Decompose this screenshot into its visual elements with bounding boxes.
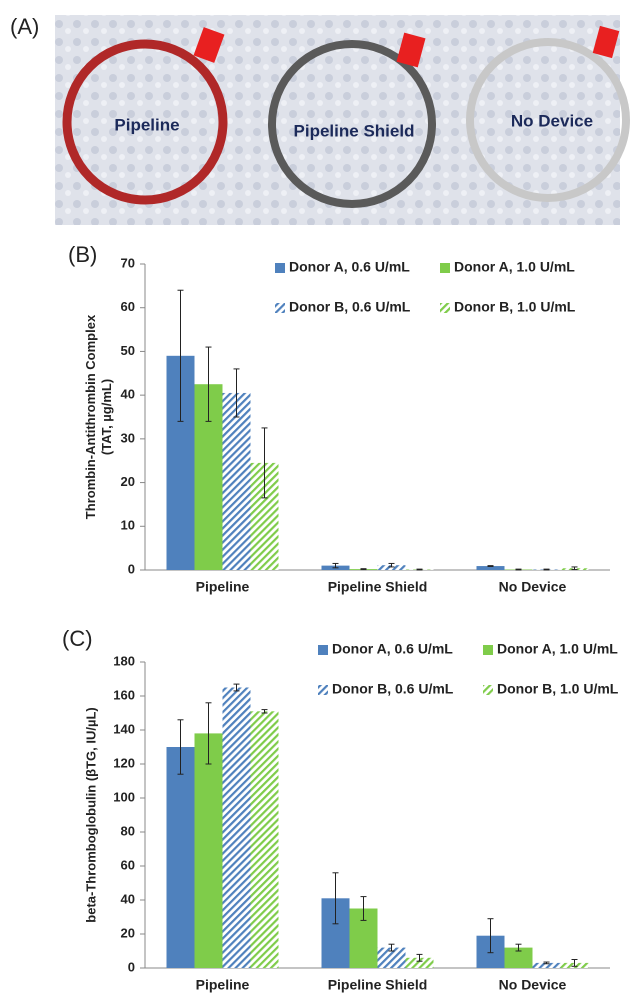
- y-tick-label: 60: [121, 299, 135, 314]
- error-bar: [516, 569, 522, 570]
- legend-label: Donor A, 0.6 U/mL: [332, 641, 453, 657]
- bar: [251, 711, 279, 968]
- legend-swatch: [318, 645, 328, 655]
- legend-label: Donor B, 0.6 U/mL: [332, 681, 454, 697]
- panel-label: (A): [10, 14, 39, 39]
- y-tick-label: 20: [121, 474, 135, 489]
- legend-label: Donor A, 0.6 U/mL: [289, 259, 410, 275]
- y-tick-label: 40: [121, 387, 135, 402]
- y-axis-label-line: Thrombin-Antithrombin Complex: [83, 314, 98, 519]
- bar: [195, 733, 223, 968]
- y-tick-label: 40: [121, 891, 135, 906]
- y-tick-label: 80: [121, 823, 135, 838]
- y-tick-label: 70: [121, 255, 135, 270]
- bar: [167, 747, 195, 968]
- y-axis-label-line: (TAT, µg/mL): [99, 379, 114, 455]
- legend-label: Donor B, 0.6 U/mL: [289, 299, 411, 315]
- y-tick-label: 180: [113, 653, 135, 668]
- error-bar: [544, 569, 550, 570]
- y-tick-label: 0: [128, 561, 135, 576]
- legend-swatch: [318, 685, 328, 695]
- panel-label: (C): [62, 626, 93, 651]
- bar: [223, 688, 251, 969]
- error-bar: [361, 569, 367, 570]
- y-tick-label: 0: [128, 959, 135, 974]
- x-tick-label: Pipeline Shield: [328, 579, 428, 595]
- bar: [223, 393, 251, 570]
- x-tick-label: Pipeline: [196, 579, 250, 595]
- y-tick-label: 100: [113, 789, 135, 804]
- panel-label: (B): [68, 242, 97, 267]
- y-tick-label: 50: [121, 343, 135, 358]
- legend-swatch: [483, 685, 493, 695]
- photo-label: Pipeline: [114, 115, 179, 134]
- photo-panel: (A) Pipeline Pipeline Shield No Device: [10, 14, 626, 225]
- error-bar: [488, 566, 494, 567]
- legend-swatch: [483, 645, 493, 655]
- legend-label: Donor A, 1.0 U/mL: [454, 259, 575, 275]
- y-tick-label: 60: [121, 857, 135, 872]
- legend-swatch: [275, 263, 285, 273]
- legend-swatch: [275, 303, 285, 313]
- y-tick-label: 120: [113, 755, 135, 770]
- legend-label: Donor B, 1.0 U/mL: [497, 681, 619, 697]
- y-axis-label: Thrombin-Antithrombin Complex(TAT, µg/mL…: [83, 314, 114, 519]
- figure: (A) Pipeline Pipeline Shield No Device (…: [0, 0, 637, 993]
- x-tick-label: No Device: [499, 579, 567, 595]
- legend-swatch: [440, 263, 450, 273]
- y-tick-label: 20: [121, 925, 135, 940]
- y-tick-label: 30: [121, 430, 135, 445]
- photo-label: Pipeline Shield: [294, 121, 415, 140]
- y-axis-label: beta-Thromboglobulin (βTG, IU/µL): [83, 707, 98, 922]
- x-tick-label: Pipeline: [196, 977, 250, 993]
- legend-label: Donor B, 1.0 U/mL: [454, 299, 576, 315]
- photo-label: No Device: [511, 111, 593, 130]
- legend-swatch: [440, 303, 450, 313]
- y-tick-label: 140: [113, 721, 135, 736]
- y-tick-label: 160: [113, 687, 135, 702]
- error-bar: [417, 569, 423, 570]
- y-tick-label: 10: [121, 518, 135, 533]
- x-tick-label: Pipeline Shield: [328, 977, 428, 993]
- x-tick-label: No Device: [499, 977, 567, 993]
- legend-label: Donor A, 1.0 U/mL: [497, 641, 618, 657]
